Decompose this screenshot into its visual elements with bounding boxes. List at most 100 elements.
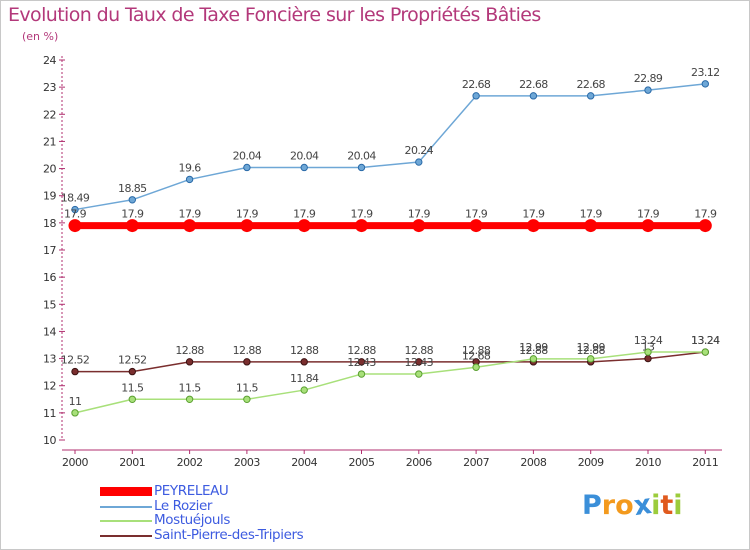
x-tick-label: 2010: [635, 456, 661, 469]
data-point: [185, 175, 194, 184]
series-saint-pierre-des-tripiers: 12.52 12.52 12.88 12.88 12.88 12.88 12.88 12.88…: [61, 334, 721, 376]
y-tick-label: 10: [43, 434, 56, 447]
data-label: 11.5: [121, 381, 144, 394]
y-tick-label: 11: [43, 407, 56, 420]
data-point: [644, 354, 652, 363]
data-label: 12.99: [576, 341, 605, 354]
data-point: [644, 348, 652, 356]
data-point: [529, 92, 538, 100]
series-layer: 18.49 18.85 19.6 20.04 20.04 20.04 20.24 22.68 2…: [61, 66, 721, 417]
data-label: 11.84: [290, 372, 319, 385]
data-label: 11.5: [236, 381, 259, 394]
logo-letter: t: [660, 490, 674, 521]
data-point: [128, 395, 137, 403]
logo-letter: r: [601, 490, 616, 521]
data-point: [587, 355, 595, 363]
data-point: [698, 219, 712, 233]
data-label: 12.88: [175, 344, 204, 357]
y-tick-label: 15: [43, 298, 56, 311]
legend-swatch: [100, 534, 152, 537]
data-point: [472, 363, 480, 371]
x-tick-label: 2007: [463, 456, 489, 469]
data-label: 12.88: [233, 344, 262, 357]
data-point: [68, 219, 82, 233]
data-point: [357, 370, 366, 378]
data-point: [529, 355, 538, 363]
series-line: [74, 351, 706, 414]
data-point: [243, 358, 251, 366]
data-point: [584, 219, 598, 233]
data-point: [701, 348, 709, 356]
series-peyreleau: 17.9 17.9 17.9 17.9 17.9 17.9 17.9 17.9 17.9 17.9…: [64, 208, 718, 233]
unit-label: (en %): [22, 30, 59, 43]
data-point: [185, 395, 194, 403]
data-label: 17.9: [121, 208, 144, 221]
data-point: [357, 358, 366, 366]
data-label: 22.68: [462, 78, 491, 91]
data-label: 13.24: [634, 334, 663, 347]
legend-label: Mostuéjouls: [154, 512, 231, 528]
data-point: [125, 219, 139, 233]
data-label: 12.52: [118, 354, 147, 367]
y-tick-label: 24: [43, 54, 56, 67]
proxiti-logo: Proxiti: [582, 488, 683, 523]
data-label: 22.89: [634, 72, 663, 85]
data-label: 12.88: [519, 344, 548, 357]
data-point: [128, 367, 137, 376]
data-point: [243, 163, 251, 172]
x-tick-label: 2003: [234, 456, 260, 469]
axes: 10 11 12 13 14 15 16 17 18 19 20 21 22 23 24 2000 2001 20…: [43, 54, 722, 469]
data-label: 17.9: [408, 208, 431, 221]
x-tick-label: 2011: [692, 456, 718, 469]
data-point: [300, 163, 308, 172]
data-label: 11.5: [179, 381, 202, 394]
data-label: 20.04: [347, 149, 376, 162]
data-label: 20.04: [233, 149, 262, 162]
data-label: 13.24: [691, 334, 720, 347]
data-label: 20.24: [405, 144, 434, 157]
data-label: 23.12: [691, 66, 720, 79]
data-point: [71, 205, 79, 214]
legend-swatch: [100, 487, 152, 496]
x-tick-label: 2008: [520, 456, 546, 469]
y-tick-label: 16: [43, 271, 56, 284]
legend-swatch: [100, 520, 152, 522]
data-label: 12.88: [405, 344, 434, 357]
y-tick-label: 21: [43, 135, 56, 148]
data-label: 18.49: [61, 192, 90, 205]
data-point: [297, 219, 311, 233]
x-tick-label: 2006: [406, 456, 432, 469]
data-point: [415, 370, 423, 378]
data-label: 12.88: [347, 344, 376, 357]
data-label: 20.04: [290, 149, 319, 162]
data-point: [71, 367, 79, 376]
data-point: [412, 219, 426, 233]
series-le-rozier: 18.49 18.85 19.6 20.04 20.04 20.04 20.24 22.68 2…: [61, 66, 720, 214]
legend-label: Saint-Pierre-des-Tripiers: [154, 526, 304, 543]
data-label: 17.9: [522, 208, 545, 221]
data-point: [415, 158, 423, 166]
data-label: 12.88: [462, 344, 491, 357]
x-tick-label: 2002: [177, 456, 203, 469]
x-tick-label: 2009: [578, 456, 604, 469]
logo-letter: i: [673, 490, 683, 521]
logo-letter: o: [615, 490, 634, 521]
y-tick-label: 12: [43, 380, 56, 393]
data-label: 17.9: [465, 208, 488, 221]
logo-letter: x: [631, 488, 654, 523]
data-point: [355, 219, 368, 233]
data-label: 17.9: [236, 208, 259, 221]
data-label: 17.9: [64, 208, 87, 221]
data-label: 19.6: [179, 161, 202, 174]
legend-label: Le Rozier: [154, 497, 213, 514]
data-label: 13.24: [691, 334, 720, 347]
data-point: [357, 163, 366, 172]
x-tick-label: 2000: [62, 456, 88, 469]
data-label: 12.52: [61, 354, 90, 367]
y-tick-label: 20: [43, 163, 56, 176]
data-point: [300, 358, 308, 366]
y-tick-label: 17: [43, 244, 56, 257]
data-label: 22.68: [576, 78, 605, 91]
